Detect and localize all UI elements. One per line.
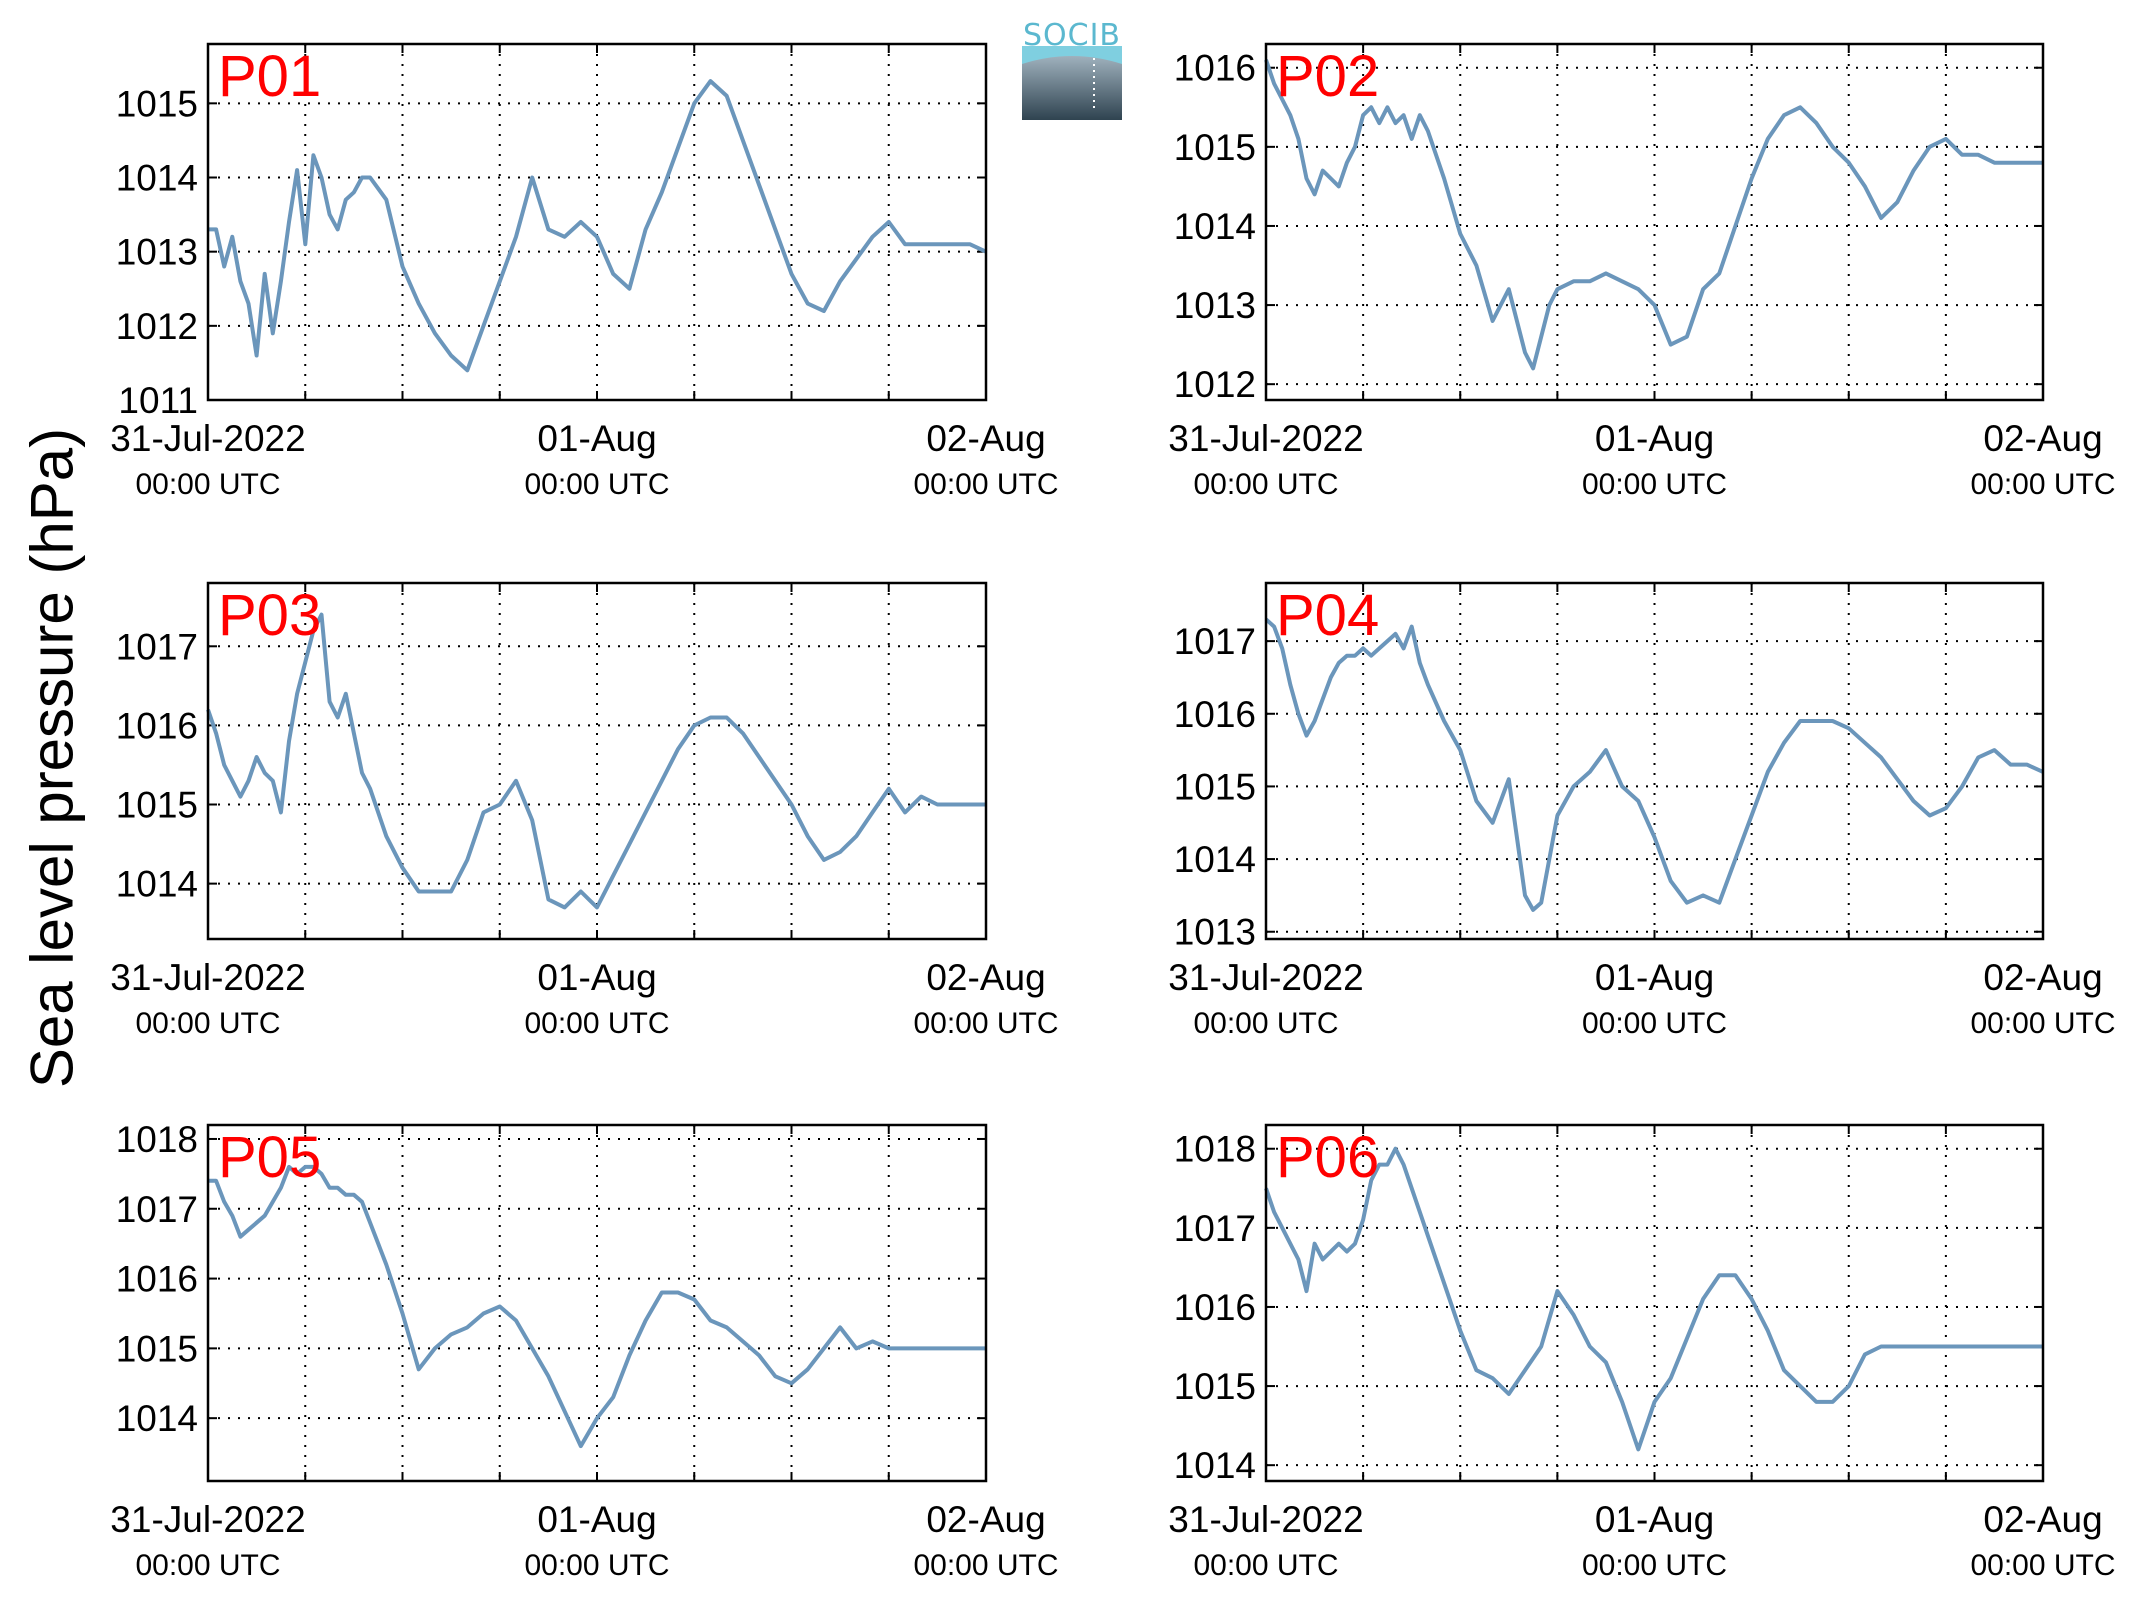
panel-p05-x-tick-label-date: 02-Aug [926,1499,1045,1540]
panel-p01-y-tick-label: 1014 [116,158,198,199]
socib-logo: SOCIB [1022,18,1122,120]
panel-p03-frame [206,581,988,941]
panel-p05-label: P05 [218,1125,321,1190]
panel-p05-x-tick-label-time: 00:00 UTC [524,1549,669,1582]
panel-p01-x-tick-label-time: 00:00 UTC [524,468,669,501]
panel-p01-x-tick-label-date: 01-Aug [537,418,656,459]
panel-p05-y-tick-label: 1016 [116,1259,198,1300]
panel-p04-y-tick-label: 1016 [1174,694,1256,735]
panel-p03-y-tick-label: 1017 [116,626,198,667]
panel-p02-y-tick-label: 1015 [1174,127,1256,168]
panel-p01-x-tick-label-time: 00:00 UTC [913,468,1058,501]
panel-p04-series-line [1264,617,2044,912]
panel-p06-x-tick-label-date: 31-Jul-2022 [1168,1499,1363,1540]
panel-p02-y-tick-label: 1016 [1174,48,1256,89]
panel-p01-y-tick-label: 1011 [118,380,198,421]
panel-p03-x-tick-label-time: 00:00 UTC [913,1007,1058,1040]
panel-p06-x-tick-label-time: 00:00 UTC [1582,1549,1727,1582]
panel-p05-series-line [208,1164,986,1449]
panel-p04-y-tick-label: 1013 [1174,912,1256,953]
panel-p04-frame [1264,581,2045,941]
panel-p01-background [208,44,986,400]
panel-p03-series-line [206,612,986,910]
panel-p05-x-tick-label-time: 00:00 UTC [135,1549,280,1582]
panel-p06-x-tick-label-time: 00:00 UTC [1970,1549,2115,1582]
panel-p05-y-tick-label: 1014 [116,1398,198,1439]
panel-p03-background [208,583,986,939]
panel-p06-label: P06 [1276,1125,1379,1190]
panel-p04-x-tick-label-date: 02-Aug [1983,957,2102,998]
panel-p01-x-tick-label-date: 31-Jul-2022 [110,418,305,459]
panel-p04-x-tick-label-date: 01-Aug [1595,957,1714,998]
panel-p04-x-tick-label-time: 00:00 UTC [1582,1007,1727,1040]
panel-p01-series-line [208,79,987,373]
panel-p04-y-tick-label: 1014 [1174,839,1256,880]
panel-p02-y-tick-label: 1013 [1174,285,1256,326]
panel-p01-x-tick-label-date: 02-Aug [926,418,1045,459]
panel-p01-y-tick-label: 1013 [116,232,198,273]
panel-p06-y-tick-label: 1016 [1174,1287,1256,1328]
panel-p02-y-tick-label: 1012 [1174,364,1256,405]
panel-p02-series-line [1264,59,2043,371]
panel-p03-label: P03 [218,583,321,648]
panel-p04-y-tick-label: 1015 [1174,766,1256,807]
panel-p04-label: P04 [1276,583,1379,648]
panel-p06-x-tick-label-time: 00:00 UTC [1193,1549,1338,1582]
panel-p05-y-tick-label: 1015 [116,1328,198,1369]
panel-p06-x-tick-label-date: 01-Aug [1595,1499,1714,1540]
panel-p02-x-tick-label-date: 31-Jul-2022 [1168,418,1363,459]
panel-p05-x-tick-label-time: 00:00 UTC [913,1549,1058,1582]
panel-p06-y-tick-label: 1014 [1174,1445,1256,1486]
panel-p01-label: P01 [218,44,321,109]
socib-logo-graphic [1022,46,1122,120]
panel-p06-y-tick-label: 1017 [1174,1208,1256,1249]
panel-p04-y-tick-label: 1017 [1174,621,1256,662]
panel-p03-x-tick-label-time: 00:00 UTC [135,1007,280,1040]
panel-p02-background [1266,44,2043,400]
panel-p05-y-tick-label: 1017 [116,1189,198,1230]
panel-p04-x-tick-label-time: 00:00 UTC [1970,1007,2115,1040]
panel-p01-y-tick-label: 1015 [116,83,198,124]
panel-p03-y-tick-label: 1014 [116,864,198,905]
panel-p03-x-tick-label-date: 31-Jul-2022 [110,957,305,998]
panel-p02-label: P02 [1276,44,1379,109]
panel-p02-y-tick-label: 1014 [1174,206,1256,247]
panel-p02-x-tick-label-date: 02-Aug [1983,418,2102,459]
panel-p06-series-line [1264,1146,2043,1452]
panel-p05-x-tick-label-date: 01-Aug [537,1499,656,1540]
panel-p02-x-tick-label-time: 00:00 UTC [1193,468,1338,501]
panel-p06-background [1266,1125,2043,1481]
panel-p01-y-tick-label: 1012 [116,306,198,347]
panel-p03-x-tick-label-time: 00:00 UTC [524,1007,669,1040]
y-axis-label: Sea level pressure (hPa) [18,427,86,1089]
panel-p06-y-tick-label: 1018 [1174,1129,1256,1170]
panel-p05-y-tick-label: 1018 [116,1119,198,1160]
panel-p03-x-tick-label-date: 02-Aug [926,957,1045,998]
panel-p01-x-tick-label-time: 00:00 UTC [135,468,280,501]
panel-p04-x-tick-label-date: 31-Jul-2022 [1168,957,1363,998]
panel-p05-frame [206,1123,988,1483]
panel-p02-frame [1264,42,2045,402]
socib-logo-text: SOCIB [1022,18,1122,53]
panel-p02-x-tick-label-time: 00:00 UTC [1970,468,2115,501]
panel-p05-x-tick-label-date: 31-Jul-2022 [110,1499,305,1540]
panel-p03-y-tick-label: 1016 [116,705,198,746]
panel-p01-frame [206,42,988,402]
panel-p04-x-tick-label-time: 00:00 UTC [1193,1007,1338,1040]
panel-p02-x-tick-label-date: 01-Aug [1595,418,1714,459]
panel-p06-frame [1264,1123,2045,1483]
panel-p06-x-tick-label-date: 02-Aug [1983,1499,2102,1540]
panel-p04-background [1266,583,2043,939]
panel-p03-y-tick-label: 1015 [116,785,198,826]
panel-p02-x-tick-label-time: 00:00 UTC [1582,468,1727,501]
panel-p06-y-tick-label: 1015 [1174,1366,1256,1407]
panel-p03-x-tick-label-date: 01-Aug [537,957,656,998]
